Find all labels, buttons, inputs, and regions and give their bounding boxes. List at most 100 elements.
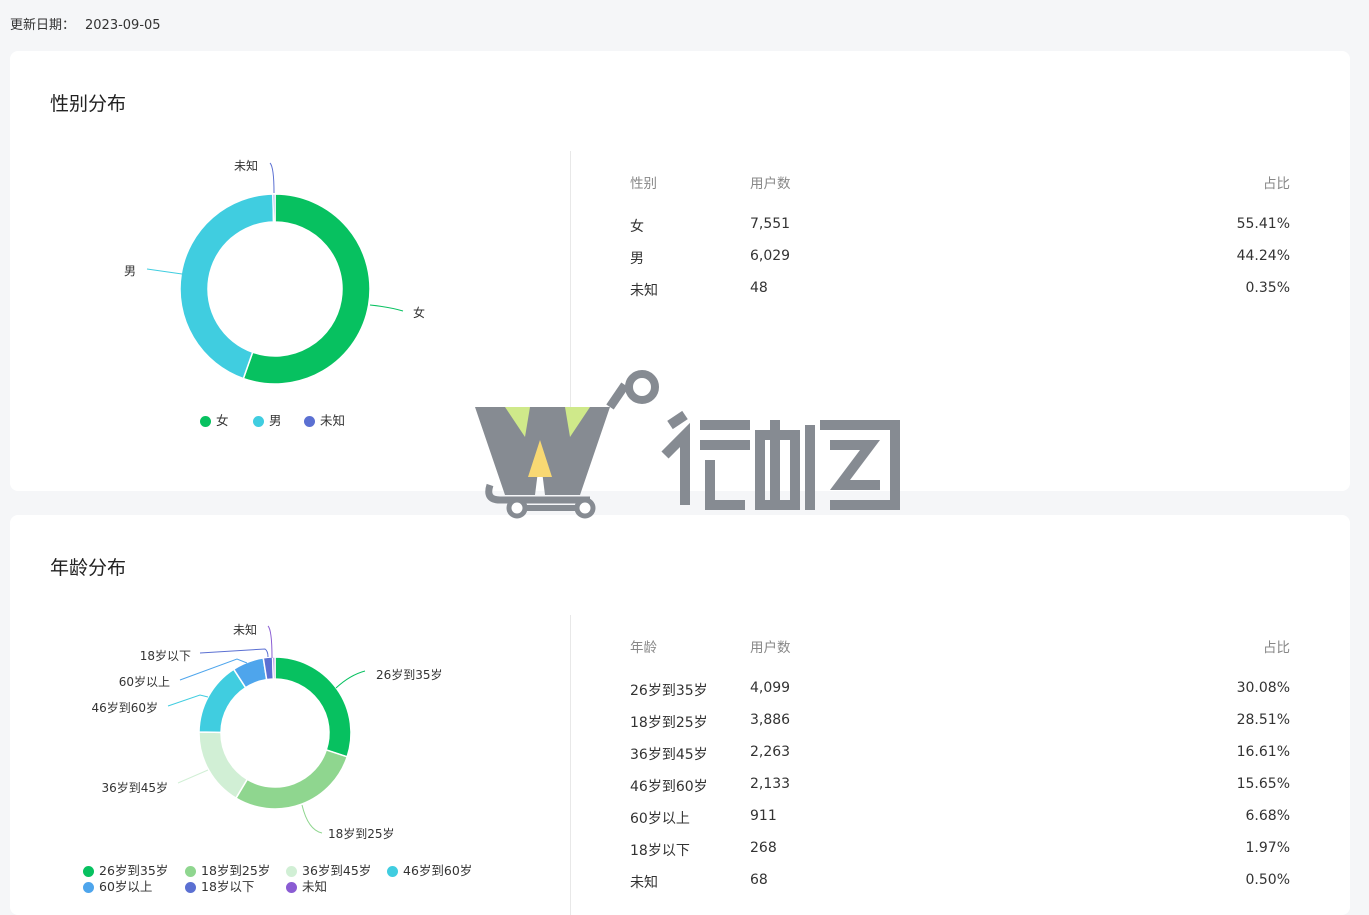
cell-label: 未知 [630,283,658,299]
slice-label: 18岁到25岁 [328,827,395,841]
legend-item[interactable]: 26岁到35岁 [83,864,168,878]
slice-label: 60岁以上 [118,675,170,689]
age-title: 年龄分布 [50,557,127,579]
update-date: 更新日期： 2023-09-05 [10,14,161,33]
slice-label: 未知 [232,623,257,637]
cell-label: 46岁到60岁 [630,779,708,795]
update-label: 更新日期： [10,18,76,33]
cell-count: 4,099 [750,680,791,696]
legend-label: 26岁到35岁 [99,863,169,878]
slice-label: 18岁以下 [139,649,191,663]
leader-line-unknown [267,625,273,659]
cell-label: 未知 [630,875,658,891]
cell-count: 68 [750,872,768,888]
leader-line-under18 [199,648,269,658]
leader-line-46-60 [167,694,209,707]
cell-count: 2,263 [750,744,791,760]
col-age: 年龄 [630,640,657,656]
donut-slice[interactable] [242,193,371,385]
cell-pct: 16.61% [1236,744,1290,760]
legend-item[interactable]: 18岁到25岁 [185,864,270,878]
donut-slice[interactable] [234,748,349,810]
legend-item[interactable]: 46岁到60岁 [387,864,472,878]
cell-count: 48 [750,280,768,296]
legend-male[interactable]: 男 [253,414,282,428]
legend-item[interactable]: 未知 [286,880,327,894]
legend-item[interactable]: 36岁到45岁 [286,864,371,878]
table-row: 18岁到25岁 3,886 28.51% [630,712,1290,744]
donut-slice[interactable] [271,656,276,680]
legend-label: 男 [269,413,282,428]
legend-dot [185,881,196,893]
legend-label: 46岁到60岁 [403,863,473,878]
slice-label-unknown: 未知 [234,159,259,173]
legend-label: 18岁到25岁 [201,863,271,878]
legend-dot [83,865,94,877]
cell-label: 男 [630,251,644,267]
gender-table: 性别 用户数 占比 女 7,551 55.41% 男 6,029 44.24% 未知 48 0.… [630,172,1290,312]
donut-slice[interactable] [274,656,352,758]
col-pct: 占比 [1263,176,1290,192]
cell-pct: 0.50% [1245,872,1290,888]
cell-count: 2,133 [750,776,791,792]
cell-count: 911 [750,808,777,824]
cell-pct: 28.51% [1236,712,1290,728]
cell-pct: 1.97% [1245,840,1290,856]
slice-label: 36岁到45岁 [101,781,168,795]
table-row: 46岁到60岁 2,133 15.65% [630,776,1290,808]
table-row: 26岁到35岁 4,099 30.08% [630,680,1290,712]
legend-label: 36岁到45岁 [302,863,372,878]
table-row: 未知 48 0.35% [630,280,1290,312]
divider [570,151,571,491]
leader-line-male [146,268,183,275]
donut-slice[interactable] [198,668,247,734]
donut-slice[interactable] [198,731,249,800]
slice-label-female: 女 [413,306,426,320]
age-table: 年龄 用户数 占比 26岁到35岁 4,099 30.08% 18岁到25岁 3,886 28… [630,636,1290,904]
cell-count: 3,886 [750,712,791,728]
legend-dot [387,865,398,877]
table-row: 男 6,029 44.24% [630,248,1290,280]
legend-item[interactable]: 18岁以下 [185,880,254,894]
leader-line-female [369,304,404,312]
cell-count: 6,029 [750,248,791,264]
leader-line-18-25 [301,804,323,834]
cell-pct: 6.68% [1245,808,1290,824]
table-header: 性别 用户数 占比 [630,172,1290,216]
slice-label: 26岁到35岁 [376,668,443,682]
table-row: 36岁到45岁 2,263 16.61% [630,744,1290,776]
cell-label: 18岁以下 [630,843,690,859]
legend-dot [185,865,196,877]
cell-pct: 15.65% [1236,776,1290,792]
col-gender: 性别 [630,176,657,192]
leader-line-36-45 [177,769,209,784]
cell-count: 7,551 [750,216,791,232]
update-date-value: 2023-09-05 [85,18,161,33]
legend-dot [286,865,297,877]
legend-female[interactable]: 女 [200,414,229,428]
legend-dot [200,415,211,427]
cell-pct: 55.41% [1236,216,1290,232]
slice-label: 46岁到60岁 [91,701,158,715]
cell-label: 18岁到25岁 [630,715,708,731]
cell-count: 268 [750,840,777,856]
donut-slice[interactable] [179,193,275,380]
gender-title: 性别分布 [50,93,127,115]
donut-slice[interactable] [272,193,276,223]
table-row: 未知 68 0.50% [630,872,1290,904]
legend-dot [286,881,297,893]
gender-card: 性别分布 女 男 未知 女 男 未知 性别 用户数 占比 女 7,551 55.41% … [10,51,1350,491]
legend-unknown[interactable]: 未知 [304,414,345,428]
legend-dot [304,415,315,427]
slice-label-male: 男 [124,264,137,278]
legend-label: 60岁以上 [99,879,153,894]
legend-item[interactable]: 60岁以上 [83,880,152,894]
gender-donut-chart [146,162,404,385]
legend-label: 女 [216,413,229,428]
col-users: 用户数 [750,640,791,656]
cell-label: 36岁到45岁 [630,747,708,763]
cell-label: 女 [630,219,644,235]
age-donut-chart [167,625,366,834]
legend-dot [83,881,94,893]
leader-line-60plus [179,658,248,681]
